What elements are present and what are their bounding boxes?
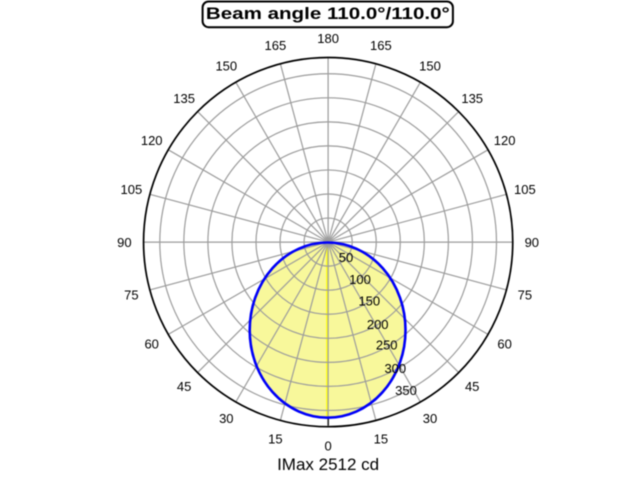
svg-text:50: 50 <box>339 250 353 265</box>
svg-text:15: 15 <box>374 432 388 447</box>
svg-text:30: 30 <box>423 411 437 426</box>
svg-text:15: 15 <box>268 432 282 447</box>
svg-text:60: 60 <box>144 337 158 352</box>
svg-text:90: 90 <box>525 235 539 250</box>
svg-text:75: 75 <box>518 288 532 303</box>
svg-text:45: 45 <box>177 379 191 394</box>
svg-text:90: 90 <box>117 235 131 250</box>
svg-text:150: 150 <box>419 58 441 73</box>
svg-text:150: 150 <box>358 294 380 309</box>
svg-text:60: 60 <box>497 337 511 352</box>
svg-text:120: 120 <box>494 133 516 148</box>
svg-text:75: 75 <box>124 288 138 303</box>
svg-text:165: 165 <box>265 38 287 53</box>
svg-text:250: 250 <box>376 338 398 353</box>
svg-text:0: 0 <box>324 439 331 454</box>
svg-text:100: 100 <box>349 272 371 287</box>
svg-text:180: 180 <box>317 31 339 46</box>
svg-text:105: 105 <box>514 182 536 197</box>
svg-text:165: 165 <box>370 38 392 53</box>
svg-text:45: 45 <box>465 379 479 394</box>
svg-text:150: 150 <box>215 58 237 73</box>
svg-text:300: 300 <box>384 361 406 376</box>
svg-text:135: 135 <box>461 91 483 106</box>
svg-text:135: 135 <box>173 91 195 106</box>
svg-text:IMax 2512 cd: IMax 2512 cd <box>277 455 379 474</box>
svg-text:120: 120 <box>141 133 163 148</box>
svg-text:105: 105 <box>121 182 143 197</box>
svg-text:350: 350 <box>395 383 417 398</box>
svg-text:200: 200 <box>367 317 389 332</box>
svg-text:Beam angle 110.0°/110.0°: Beam angle 110.0°/110.0° <box>206 4 450 23</box>
svg-text:30: 30 <box>219 411 233 426</box>
